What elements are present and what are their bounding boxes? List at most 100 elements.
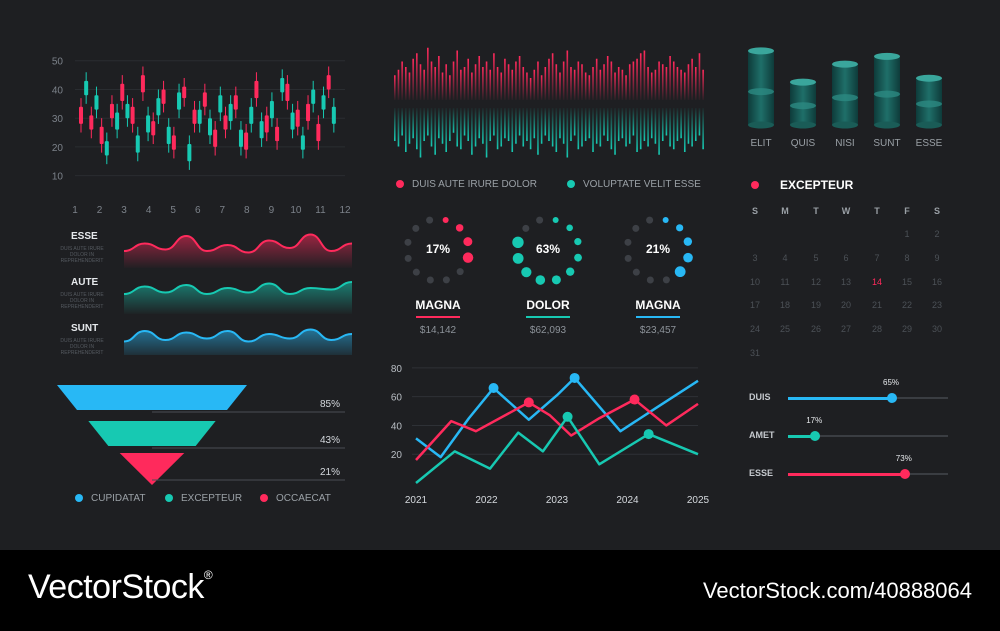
candle — [244, 123, 249, 159]
candle-body — [197, 109, 202, 124]
slider-handle[interactable] — [899, 469, 910, 479]
waveform-bar-red — [456, 50, 458, 100]
waveform-bar-teal — [650, 108, 653, 139]
waveform-bar-teal — [559, 108, 561, 139]
waveform-bar-red — [496, 67, 499, 100]
candle-body — [79, 106, 83, 124]
candle-body — [311, 89, 316, 104]
line-chart: 20 40 60 80 2021 2022 2023 2024 2025 — [391, 364, 710, 506]
waveform-bar-red — [628, 64, 631, 100]
calendar-day: 7 — [874, 252, 880, 263]
slider-handle[interactable] — [887, 393, 897, 403]
series-marker-blue — [488, 383, 499, 394]
waveform-bar-red — [683, 72, 686, 100]
donut-dot — [426, 276, 434, 284]
waveform-bar-red — [463, 67, 466, 100]
candle-body — [208, 118, 212, 136]
y-tick-label: 40 — [52, 85, 64, 96]
funnel-value-label: 21% — [320, 467, 340, 478]
candle — [94, 86, 99, 119]
waveform-bar-teal — [474, 108, 477, 147]
waveform-bar-teal — [460, 108, 462, 150]
series-marker-teal — [643, 429, 654, 440]
donut-dot — [536, 216, 544, 224]
candle — [187, 135, 192, 170]
candle — [171, 126, 176, 159]
candle-body — [306, 103, 311, 122]
x-tick-label: 10 — [290, 205, 302, 216]
donut-dot — [404, 238, 412, 246]
waveform-bar-teal — [570, 108, 572, 141]
donut-percent: 63% — [535, 242, 561, 256]
funnel-legend-occaecat: OCCAECAT — [260, 493, 331, 504]
waveform-bar-teal — [647, 108, 649, 147]
waveform-bar-teal — [639, 108, 642, 150]
series-line-teal — [415, 415, 699, 484]
candle — [259, 112, 264, 147]
waveform-bar-red — [522, 67, 525, 100]
candle-body — [269, 100, 274, 119]
waveform-bar-red — [460, 69, 462, 100]
waveform-bar-teal — [562, 108, 565, 144]
donut-dot — [404, 254, 412, 262]
cylinder-band — [874, 90, 900, 98]
x-tick-label: 2 — [97, 205, 103, 216]
candle — [275, 118, 280, 150]
waveform-bar-teal — [452, 108, 455, 133]
candle-body — [89, 115, 94, 130]
donut-2 — [512, 216, 582, 285]
calendar-day: 9 — [934, 252, 940, 263]
candle-body — [275, 126, 280, 142]
waveform-bar-red — [471, 72, 473, 100]
candle — [233, 86, 238, 119]
wave-sublabel: DUIS AUTE IRURE DOLOR IN REPREHENDERIT — [60, 338, 104, 356]
cylinder-label: QUIS — [791, 138, 816, 149]
wave-sublabel: DUIS AUTE IRURE DOLOR IN REPREHENDERIT — [60, 292, 104, 310]
donut-dot — [412, 268, 420, 276]
candle-body — [321, 95, 326, 110]
waveform-bar-teal — [592, 108, 594, 152]
waveform-bar-teal — [445, 108, 447, 152]
waveform-bar-red — [408, 72, 411, 100]
calendar-weekday: M — [781, 206, 789, 216]
calendar-day: 28 — [871, 324, 882, 335]
calendar-weekday: S — [933, 206, 940, 216]
wave-line-aute — [123, 281, 353, 296]
donut-dot — [455, 224, 464, 232]
waveform-bar-teal — [632, 108, 635, 136]
candle-body — [166, 126, 171, 145]
funnel-value-label: 43% — [320, 435, 340, 446]
legend-label: OCCAECAT — [276, 493, 331, 504]
candle-body — [218, 95, 223, 113]
waveform-bar-red — [581, 64, 583, 100]
calendar-day: 20 — [840, 300, 851, 311]
x-tick-label: 12 — [339, 205, 351, 216]
donut-dot — [442, 216, 449, 223]
calendar-day: 30 — [931, 324, 942, 335]
candle-body — [161, 89, 166, 104]
calendar-day: 17 — [749, 300, 760, 311]
slider-label-duis: DUIS — [749, 392, 771, 402]
waveform-bar-red — [588, 75, 591, 100]
waveform-bar-red — [500, 72, 503, 100]
waveform-bar-teal — [595, 108, 598, 144]
waveform-bar-red — [566, 50, 569, 100]
brand-registered: ® — [203, 568, 213, 582]
waveform-bar-red — [610, 61, 613, 100]
calendar-weekday: S — [751, 206, 758, 216]
waveform-bar-red — [526, 72, 528, 100]
candle-body — [135, 135, 140, 153]
calendar-day: 2 — [934, 229, 940, 239]
candle — [197, 100, 202, 133]
slider-fill — [788, 396, 892, 400]
series-line-blue — [415, 376, 699, 459]
slider-label-esse: ESSE — [749, 468, 774, 478]
waveform-bar-teal — [478, 108, 481, 139]
waveform-bar-teal — [493, 108, 495, 136]
waveform-bar-teal — [456, 108, 458, 147]
donut-dot — [632, 224, 640, 232]
slider-track[interactable] — [788, 435, 948, 437]
waveform-bar-red — [669, 56, 671, 100]
slider-handle[interactable] — [810, 431, 821, 441]
donut-dot — [624, 254, 632, 262]
